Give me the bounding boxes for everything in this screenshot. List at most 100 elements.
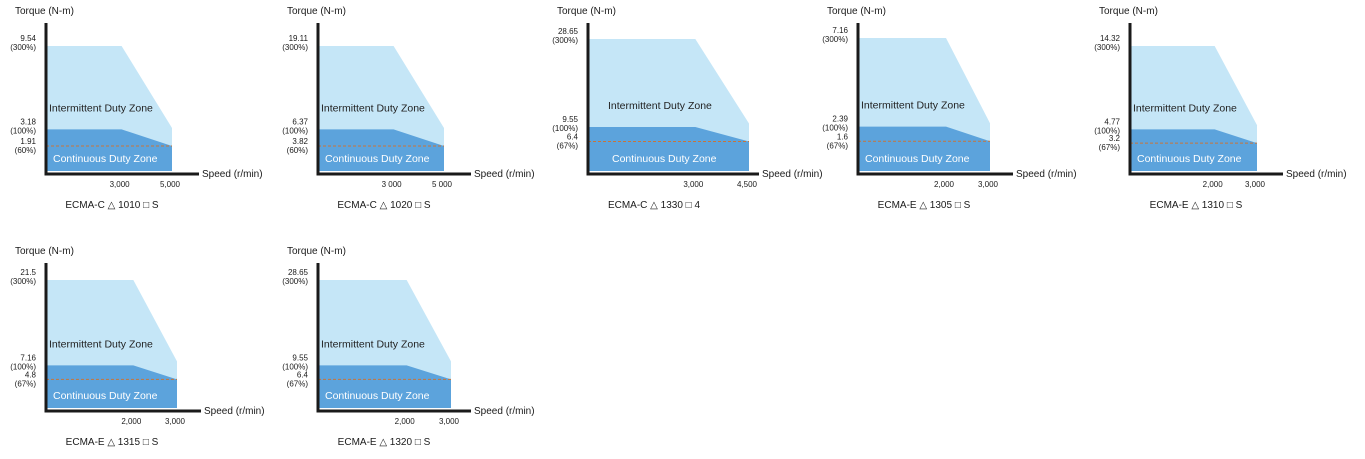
intermittent-zone-label: Intermittent Duty Zone <box>49 102 153 114</box>
intermittent-zone-label: Intermittent Duty Zone <box>1133 102 1237 114</box>
rated-torque-label: 6.37 <box>292 117 308 126</box>
reduced-torque-label: 6.4 <box>567 133 579 142</box>
y-axis-label: Torque (N-m) <box>15 6 74 17</box>
reduced-percent-label: (67%) <box>1099 143 1121 152</box>
y-axis-label: Torque (N-m) <box>15 246 74 257</box>
torque-chart-6: Torque (N-m)Speed (r/min)21.5(300%)7.16(… <box>10 246 264 448</box>
reduced-percent-label: (67%) <box>557 142 579 151</box>
peak-percent-label: (300%) <box>552 36 578 45</box>
torque-chart-4: Torque (N-m)Speed (r/min)7.16(300%)2.39(… <box>822 6 1076 211</box>
peak-torque-label: 7.16 <box>832 26 848 35</box>
torque-chart-5: Torque (N-m) Speed (r/min) 14.32(300%) 4.77… <box>1094 6 1346 211</box>
reduced-torque-label: 3.82 <box>292 137 308 146</box>
continuous-zone <box>588 127 749 171</box>
continuous-zone-label: Continuous Duty Zone <box>1137 153 1242 165</box>
rated-torque-label: 2.39 <box>832 115 848 124</box>
continuous-zone-label: Continuous Duty Zone <box>325 390 430 402</box>
x-axis-label: Speed (r/min) <box>1016 169 1077 180</box>
continuous-zone-label: Continuous Duty Zone <box>612 153 717 165</box>
reduced-percent-label: (67%) <box>287 379 309 388</box>
reduced-torque-label: 3.2 <box>1109 134 1121 143</box>
continuous-zone-label: Continuous Duty Zone <box>53 390 158 402</box>
x-tick-label: 2,000 <box>121 417 142 426</box>
continuous-zone <box>46 365 177 408</box>
x-tick-label: 3,000 <box>439 417 460 426</box>
x-axis-label: Speed (r/min) <box>474 169 535 180</box>
rated-percent-label: (100%) <box>282 126 308 135</box>
rated-percent-label: (100%) <box>552 124 578 133</box>
reduced-torque-label: 1.6 <box>837 132 849 141</box>
continuous-zone-label: Continuous Duty Zone <box>53 153 158 165</box>
x-tick-label: 2,000 <box>1203 180 1224 189</box>
torque-chart-2: Torque (N-m) Speed (r/min) 19.11(300%) 6.37… <box>282 6 534 211</box>
continuous-zone <box>1130 129 1257 171</box>
x-tick-label: 3 000 <box>382 180 403 189</box>
peak-torque-label: 28.65 <box>558 27 579 36</box>
rated-percent-label: (100%) <box>822 124 848 133</box>
intermittent-zone-label: Intermittent Duty Zone <box>321 338 425 350</box>
model-caption: ECMA-E △ 1320 □ S <box>338 437 431 448</box>
reduced-torque-label: 6.4 <box>297 370 309 379</box>
rated-torque-label: 4.77 <box>1104 117 1120 126</box>
model-caption: ECMA-C △ 1330 □ 4 <box>608 200 701 211</box>
x-tick-label: 3,000 <box>110 180 131 189</box>
rated-percent-label: (100%) <box>282 362 308 371</box>
x-tick-label: 4,500 <box>737 180 758 189</box>
reduced-percent-label: (60%) <box>287 146 309 155</box>
reduced-torque-label: 4.8 <box>25 370 37 379</box>
rated-torque-label: 9.55 <box>292 353 308 362</box>
y-axis-label: Torque (N-m) <box>287 246 346 257</box>
x-tick-label: 5 000 <box>432 180 453 189</box>
intermittent-zone-label: Intermittent Duty Zone <box>49 338 153 350</box>
continuous-zone <box>318 129 444 171</box>
y-axis-label: Torque (N-m) <box>827 6 886 17</box>
intermittent-zone-label: Intermittent Duty Zone <box>321 102 425 114</box>
peak-percent-label: (300%) <box>10 43 36 52</box>
reduced-percent-label: (67%) <box>15 379 37 388</box>
x-axis-label: Speed (r/min) <box>204 406 265 417</box>
rated-torque-label: 7.16 <box>20 353 36 362</box>
peak-percent-label: (300%) <box>282 277 308 286</box>
peak-torque-label: 21.5 <box>20 268 36 277</box>
continuous-zone <box>318 365 451 408</box>
peak-torque-label: 14.32 <box>1100 34 1121 43</box>
reduced-percent-label: (60%) <box>15 146 37 155</box>
continuous-zone <box>858 126 990 171</box>
y-axis-label: Torque (N-m) <box>287 6 346 17</box>
x-tick-label: 3,000 <box>1245 180 1266 189</box>
peak-percent-label: (300%) <box>10 277 36 286</box>
reduced-percent-label: (67%) <box>827 141 849 150</box>
torque-chart-7: Torque (N-m) Speed (r/min) 28.65(300%) 9.55… <box>282 246 534 448</box>
x-axis-label: Speed (r/min) <box>474 406 535 417</box>
rated-torque-label: 3.18 <box>20 117 36 126</box>
intermittent-zone-label: Intermittent Duty Zone <box>861 100 965 112</box>
torque-chart-3: Torque (N-m) Speed (r/min) 28.65(300%) 9.55… <box>552 6 822 211</box>
reduced-torque-label: 1.91 <box>20 137 36 146</box>
x-tick-label: 5,000 <box>160 180 181 189</box>
rated-torque-label: 9.55 <box>562 115 578 124</box>
x-tick-label: 2,000 <box>934 180 955 189</box>
torque-chart-1: Torque (N-m) Speed (r/min) 9.54(300%) 3.18 (… <box>10 6 262 211</box>
continuous-zone-label: Continuous Duty Zone <box>865 153 970 165</box>
rated-percent-label: (100%) <box>10 362 36 371</box>
x-axis-label: Speed (r/min) <box>762 169 823 180</box>
y-axis-label: Torque (N-m) <box>557 6 616 17</box>
model-caption: ECMA-C △ 1010 □ S <box>65 200 159 211</box>
model-caption: ECMA-E △ 1305 □ S <box>878 200 971 211</box>
peak-percent-label: (300%) <box>822 35 848 44</box>
x-axis-label: Speed (r/min) <box>202 169 263 180</box>
continuous-zone <box>46 129 172 171</box>
peak-percent-label: (300%) <box>282 43 308 52</box>
y-axis-label: Torque (N-m) <box>1099 6 1158 17</box>
peak-torque-label: 28.65 <box>288 268 309 277</box>
x-tick-label: 3,000 <box>165 417 186 426</box>
peak-torque-label: 19.11 <box>289 34 309 43</box>
x-tick-label: 2,000 <box>395 417 416 426</box>
x-tick-label: 3,000 <box>978 180 999 189</box>
peak-torque-label: 9.54 <box>20 34 36 43</box>
rated-percent-label: (100%) <box>1094 126 1120 135</box>
model-caption: ECMA-E △ 1315 □ S <box>66 437 159 448</box>
peak-percent-label: (300%) <box>1094 43 1120 52</box>
x-axis-label: Speed (r/min) <box>1286 169 1347 180</box>
